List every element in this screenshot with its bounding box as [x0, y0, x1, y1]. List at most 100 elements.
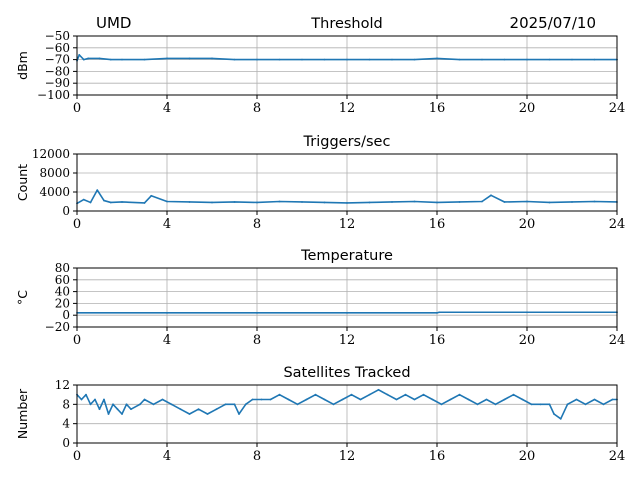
data-point	[584, 403, 587, 406]
data-point	[107, 413, 110, 415]
data-point	[256, 311, 258, 314]
data-point	[386, 393, 389, 396]
x-tick-label: 16	[429, 333, 446, 348]
data-point	[368, 201, 371, 204]
date-label: 2025/07/10	[510, 14, 596, 32]
data-point	[530, 403, 533, 406]
y-tick-label: 40	[55, 285, 70, 299]
data-point	[296, 403, 299, 406]
data-point	[211, 201, 213, 204]
x-tick-label: 24	[609, 217, 626, 232]
chart-title: Satellites Tracked	[283, 365, 410, 381]
data-point	[449, 398, 452, 401]
data-point	[485, 398, 488, 401]
data-point	[323, 201, 326, 204]
data-point	[458, 393, 461, 396]
data-point	[404, 393, 407, 396]
data-point	[85, 393, 87, 396]
x-tick-label: 24	[609, 101, 626, 116]
x-tick-label: 4	[163, 101, 171, 116]
data-point	[94, 398, 96, 401]
data-point	[431, 398, 434, 401]
data-point	[526, 311, 528, 314]
chart-title: Threshold	[310, 16, 382, 32]
x-tick-label: 20	[519, 217, 536, 232]
x-tick-label: 16	[429, 101, 446, 116]
data-point	[602, 403, 605, 406]
data-point	[467, 398, 470, 401]
data-point	[109, 58, 112, 61]
data-point	[166, 311, 168, 314]
data-point	[188, 413, 191, 415]
x-tick-label: 8	[253, 101, 261, 116]
data-point	[251, 398, 254, 401]
data-point	[436, 57, 438, 60]
data-point	[233, 403, 236, 406]
data-point	[391, 201, 393, 203]
x-tick-label: 12	[339, 333, 356, 348]
data-point	[346, 311, 348, 314]
x-tick-label: 8	[253, 333, 261, 348]
data-point	[559, 417, 562, 420]
data-point	[314, 393, 317, 396]
data-point	[82, 58, 85, 61]
data-point	[548, 403, 551, 406]
data-point	[413, 58, 416, 61]
y-tick-label: 8	[62, 397, 70, 411]
data-point	[188, 201, 191, 203]
y-tick-label: 80	[55, 261, 70, 275]
y-tick-label: −70	[45, 53, 70, 67]
y-axis-label: dBm	[15, 51, 30, 80]
data-point	[287, 398, 290, 401]
data-point	[346, 202, 348, 204]
data-point	[571, 58, 573, 61]
chart-title: Triggers/sec	[303, 134, 391, 150]
y-tick-label: 12000	[32, 147, 70, 161]
data-point	[143, 58, 146, 61]
data-point	[436, 201, 438, 204]
data-point	[301, 58, 303, 61]
data-point	[490, 194, 492, 197]
data-point	[341, 398, 344, 401]
y-tick-label: 0	[62, 308, 70, 322]
data-point	[323, 58, 326, 61]
data-point	[368, 393, 371, 396]
chart-title: Temperature	[300, 248, 393, 264]
data-point	[368, 58, 371, 61]
data-point	[260, 398, 263, 401]
y-tick-label: 8000	[39, 166, 70, 180]
data-point	[503, 201, 506, 203]
x-tick-label: 16	[429, 449, 446, 464]
data-point	[611, 398, 614, 401]
station-label: UMD	[96, 14, 131, 32]
y-tick-label: −90	[45, 76, 70, 90]
data-point	[413, 398, 416, 401]
data-point	[166, 200, 168, 203]
series-line	[77, 311, 617, 314]
data-point	[256, 201, 258, 204]
data-point	[206, 413, 209, 415]
data-point	[130, 408, 132, 411]
data-point	[233, 58, 236, 61]
data-point	[89, 201, 92, 204]
data-point	[436, 311, 438, 314]
data-point	[377, 388, 380, 391]
x-tick-label: 8	[253, 449, 261, 464]
y-axis-label: °C	[15, 290, 30, 305]
x-tick-label: 12	[339, 101, 356, 116]
data-point	[494, 403, 497, 406]
data-point	[98, 408, 101, 411]
data-point	[575, 398, 578, 401]
chart-panel-4: 0 4 8 12 16 20 24 0 4 8 12 Satellites Tracked Number	[15, 365, 625, 464]
y-tick-label: 4	[62, 417, 70, 431]
y-axis-label: Count	[15, 164, 30, 201]
data-point	[512, 393, 515, 396]
data-point	[593, 58, 596, 61]
data-point	[109, 201, 112, 204]
data-point	[521, 398, 524, 401]
data-point	[197, 408, 200, 411]
x-tick-label: 24	[609, 333, 626, 348]
data-point	[215, 408, 218, 411]
data-point	[526, 200, 528, 203]
